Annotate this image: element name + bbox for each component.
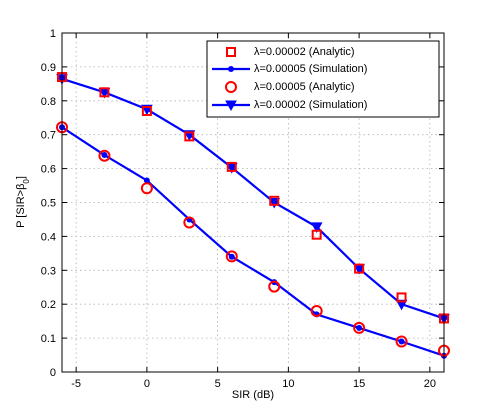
data-point-square (354, 263, 365, 274)
data-point-circle (140, 182, 153, 195)
y-tick-label: 0 (50, 367, 56, 379)
x-tick-label: 15 (353, 378, 365, 390)
data-point-dot (143, 177, 150, 184)
series-1 (57, 72, 449, 324)
data-point-square (226, 161, 237, 172)
data-point-dot (398, 338, 405, 345)
data-point-square (269, 195, 280, 206)
data-point-dot (101, 152, 108, 159)
y-tick-label: 0.8 (41, 96, 56, 108)
x-tick-label: 10 (282, 378, 294, 390)
data-point-square (396, 292, 407, 303)
legend-label-4: λ=0.00002 (Simulation) (254, 99, 367, 111)
data-point-circle (268, 280, 281, 293)
y-axis-label: P [SIR>β0] (15, 176, 31, 228)
x-tick-label: 5 (215, 378, 221, 390)
data-point-triangle (268, 198, 281, 209)
data-point-circle (225, 250, 238, 263)
data-point-circle (310, 304, 323, 317)
y-tick-label: 1 (50, 28, 56, 40)
axis-ticks: -5 0 5 10 15 20 0 0.1 0.2 0.3 0.4 0.5 0.6 0.7 0.8 0.9 1 (41, 28, 444, 390)
y-tick-label: 0.3 (41, 265, 56, 277)
legend-label-3: λ=0.00005 (Analytic) (254, 81, 355, 93)
y-tick-label: 0.4 (41, 231, 56, 243)
x-tick-label: 0 (144, 378, 150, 390)
x-axis-label: SIR (dB) (232, 389, 274, 401)
y-tick-label: 0.6 (41, 164, 56, 176)
y-tick-label: 0.1 (41, 333, 56, 345)
data-point-triangle (395, 299, 408, 311)
legend: λ=0.00002 (Analytic) λ=0.00005 (Simulati… (206, 40, 440, 118)
data-point-circle (98, 149, 111, 162)
x-tick-label: -5 (71, 378, 81, 390)
legend-dot-marker (228, 66, 234, 72)
series-line (61, 126, 445, 357)
y-tick-label: 0.5 (41, 198, 56, 210)
legend-triangle-marker (225, 100, 237, 112)
data-point-dot (356, 324, 363, 331)
legend-square-marker (226, 47, 236, 57)
legend-symbols (212, 47, 250, 112)
y-tick-label: 0.2 (41, 299, 56, 311)
data-point-circle (183, 216, 196, 229)
x-tick-label: 20 (424, 378, 436, 390)
data-point-triangle (310, 222, 323, 233)
data-point-square (184, 131, 195, 142)
data-point-square (311, 229, 322, 240)
data-point-square (141, 105, 152, 116)
data-point-circle (395, 335, 408, 348)
y-tick-label: 0.9 (41, 62, 56, 74)
data-point-circle (353, 321, 366, 334)
series-line (61, 77, 445, 320)
data-point-dot (228, 253, 235, 260)
data-point-square (99, 87, 110, 98)
legend-label-1: λ=0.00002 (Analytic) (254, 46, 355, 58)
y-tick-label: 0.7 (41, 130, 56, 142)
legend-circle-marker (225, 81, 237, 93)
legend-label-2: λ=0.00005 (Simulation) (254, 63, 367, 75)
